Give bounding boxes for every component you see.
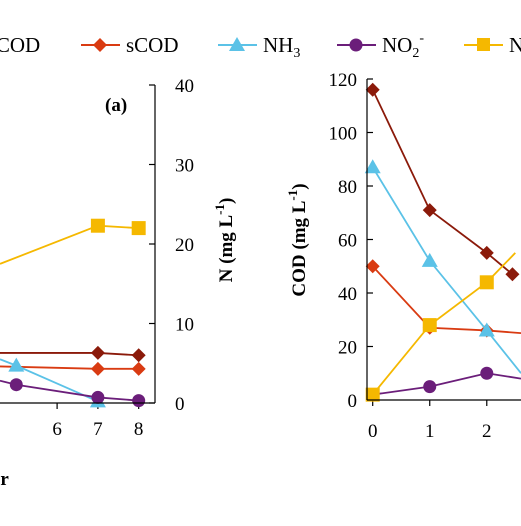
panel-b-point-n [479, 275, 494, 290]
panel-a-line-n [0, 224, 139, 265]
panel-b-y-tick-label: 100 [329, 124, 358, 145]
panel-b-y-ticks: 0 20 40 60 80 100 120 [329, 70, 373, 412]
panel-b-point-tcod [505, 267, 520, 282]
panel-b: 0 1 2 0 20 40 60 80 100 120 COD (mg L-1) [285, 70, 521, 442]
panel-a-series [0, 218, 146, 408]
panel-a-point-no2 [132, 394, 146, 408]
panel-a-point-tcod [131, 348, 146, 363]
panel-b-line-scod [372, 265, 521, 335]
panel-b-point-n [422, 318, 437, 333]
legend-marker-n [477, 38, 490, 51]
panel-b-y-tick-label: 120 [329, 70, 358, 91]
legend-label-no2: NO2- [382, 31, 424, 61]
panel-b-y-axis-title: COD (mg L-1) [285, 183, 310, 296]
panel-b-x-tick-label: 0 [368, 421, 378, 442]
legend-item-nh3: NH3 [218, 33, 300, 61]
panel-a-y-ticks: 0 10 20 30 40 [149, 76, 194, 415]
panel-b-y-tick-label: 40 [338, 284, 357, 305]
legend-item-scod: sCOD [81, 33, 179, 57]
panel-a-y-tick-label: 0 [175, 394, 185, 415]
panel-b-x-tick-label: 2 [482, 421, 492, 442]
panel-b-point-tcod [365, 82, 380, 97]
panel-b-point-nh3 [421, 252, 438, 267]
panel-b-point-tcod [422, 203, 437, 218]
panel-a: (a) 6 7 8 0 10 20 30 40 er N (mg L-1) [0, 76, 237, 490]
panel-a-series-no2 [0, 378, 146, 408]
panel-b-line-no2 [372, 372, 521, 396]
panel-b-series-no2 [366, 366, 521, 402]
panel-a-y-tick-label: 20 [175, 235, 194, 256]
panel-a-x-tick-label: 7 [93, 419, 103, 440]
panel-b-line-n [372, 252, 516, 396]
legend-item-n: N [464, 33, 521, 57]
panel-b-point-nh3 [478, 322, 495, 337]
panel-a-line-tcod [0, 352, 139, 357]
panel-a-point-scod [90, 361, 105, 376]
panel-a-series-scod [0, 361, 146, 376]
panel-a-line-no2 [0, 379, 139, 402]
panel-a-point-tcod [90, 345, 105, 360]
legend: tCOD sCOD NH3 NO2- N [0, 31, 521, 61]
panel-a-x-tick-label: 6 [52, 419, 62, 440]
panel-a-y-tick-label: 40 [175, 76, 194, 97]
panel-b-line-tcod [371, 89, 514, 275]
panel-b-series-tcod [365, 82, 520, 282]
panel-b-point-no2 [480, 366, 494, 380]
panel-b-point-scod [365, 259, 380, 274]
legend-marker-no2 [349, 38, 363, 52]
panel-a-y-tick-label: 30 [175, 156, 194, 177]
panel-a-x-ticks: 6 7 8 [52, 403, 143, 440]
panel-b-line-nh3 [371, 166, 521, 374]
panel-b-y-tick-label: 20 [338, 338, 357, 359]
panel-b-series [364, 82, 521, 402]
panel-a-y-tick-label: 10 [175, 315, 194, 336]
panel-a-series-n [0, 218, 146, 265]
panel-a-x-axis-title: er [0, 469, 9, 490]
legend-marker-nh3 [229, 37, 245, 51]
panel-b-point-n [365, 387, 380, 402]
panel-b-point-no2 [423, 380, 437, 394]
panel-a-right-axis-title: N (mg L-1) [212, 198, 237, 283]
panel-b-series-nh3 [364, 159, 521, 374]
legend-label-tcod: tCOD [0, 33, 40, 57]
panel-b-y-tick-label: 60 [338, 231, 357, 252]
legend-item-tcod: tCOD [0, 33, 40, 57]
panel-a-point-scod [131, 361, 146, 376]
panel-a-point-no2 [9, 378, 23, 392]
panel-b-point-tcod [479, 245, 494, 260]
panel-b-y-tick-label: 0 [348, 391, 358, 412]
panel-b-x-ticks: 0 1 2 [368, 400, 492, 442]
panel-a-point-n [131, 221, 146, 236]
legend-label-scod: sCOD [126, 33, 179, 57]
panel-a-point-no2 [91, 390, 105, 404]
panel-b-series-n [365, 252, 516, 402]
panel-b-point-nh3 [364, 159, 381, 174]
legend-label-nh3: NH3 [263, 33, 300, 61]
legend-label-n: N [509, 33, 521, 57]
legend-marker-scod [93, 38, 107, 52]
legend-item-no2: NO2- [337, 31, 424, 61]
panel-a-point-nh3 [8, 357, 25, 372]
panel-a-x-tick-label: 8 [134, 419, 144, 440]
panel-a-label: (a) [105, 95, 127, 116]
panel-b-y-tick-label: 80 [338, 177, 357, 198]
panel-a-point-n [90, 218, 105, 233]
panel-b-x-tick-label: 1 [425, 421, 435, 442]
panel-a-series-tcod [0, 345, 146, 363]
